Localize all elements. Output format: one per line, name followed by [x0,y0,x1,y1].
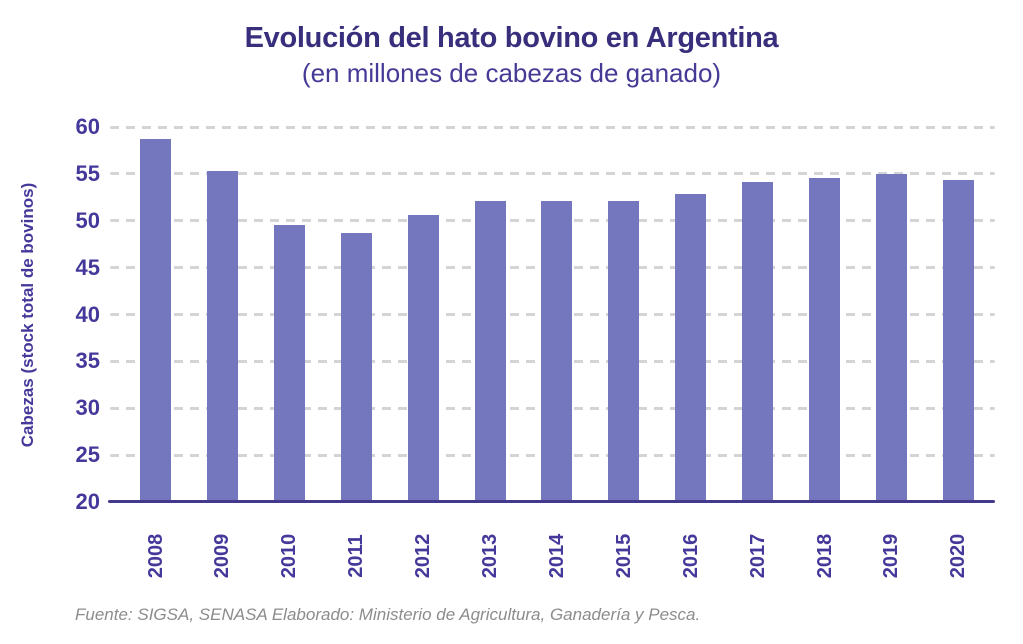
source-note: Fuente: SIGSA, SENASA Elaborado: Ministe… [75,605,701,624]
x-tick-label-2020: 2020 [947,533,970,579]
y-tick-label-40: 40 [75,301,100,327]
x-tick-label-2008: 2008 [144,533,167,579]
bar-2018 [809,177,840,502]
y-tick-label-50: 50 [75,207,100,233]
x-tick-label-2016: 2016 [679,533,702,579]
x-tick-label-2018: 2018 [813,533,836,579]
chart-title: Evolución del hato bovino en Argentina [244,22,779,54]
bar-2011 [340,232,372,502]
y-tick-label-30: 30 [75,395,100,421]
y-tick-label-35: 35 [75,348,100,374]
bar-2014 [541,201,573,502]
y-tick-label-60: 60 [75,114,100,139]
y-axis-title: Cabezas (stock total de bovinos) [18,182,37,448]
y-tick-label-55: 55 [75,160,100,186]
x-axis-line [108,500,995,503]
x-tick-label-2019: 2019 [880,533,903,579]
gridline-60 [110,125,995,129]
y-tick-label-25: 25 [75,442,100,468]
bar-2015 [608,201,640,502]
x-tick-label-2014: 2014 [545,533,568,579]
x-tick-label-2011: 2011 [345,534,368,578]
plot-area [110,125,995,502]
bar-2013 [474,201,506,502]
x-tick-label-2009: 2009 [211,533,234,579]
x-tick-label-2013: 2013 [479,533,501,579]
bar-2009 [206,171,238,502]
x-tick-label-2012: 2012 [412,533,435,579]
y-tick-label-20: 20 [75,489,100,514]
bar-2017 [742,182,774,502]
x-tick-label-2017: 2017 [746,533,769,579]
x-tick-label-2010: 2010 [278,533,301,579]
chart-subtitle: (en millones de cabezas de ganado) [301,58,722,88]
bar-2016 [675,193,707,502]
bar-2019 [875,173,907,502]
y-tick-label-45: 45 [75,254,100,280]
bar-2012 [407,215,439,502]
bar-2010 [273,224,305,502]
bar-2008 [140,139,171,502]
gridline-55 [110,172,995,176]
bar-2020 [942,180,974,502]
x-tick-label-2015: 2015 [612,533,635,579]
